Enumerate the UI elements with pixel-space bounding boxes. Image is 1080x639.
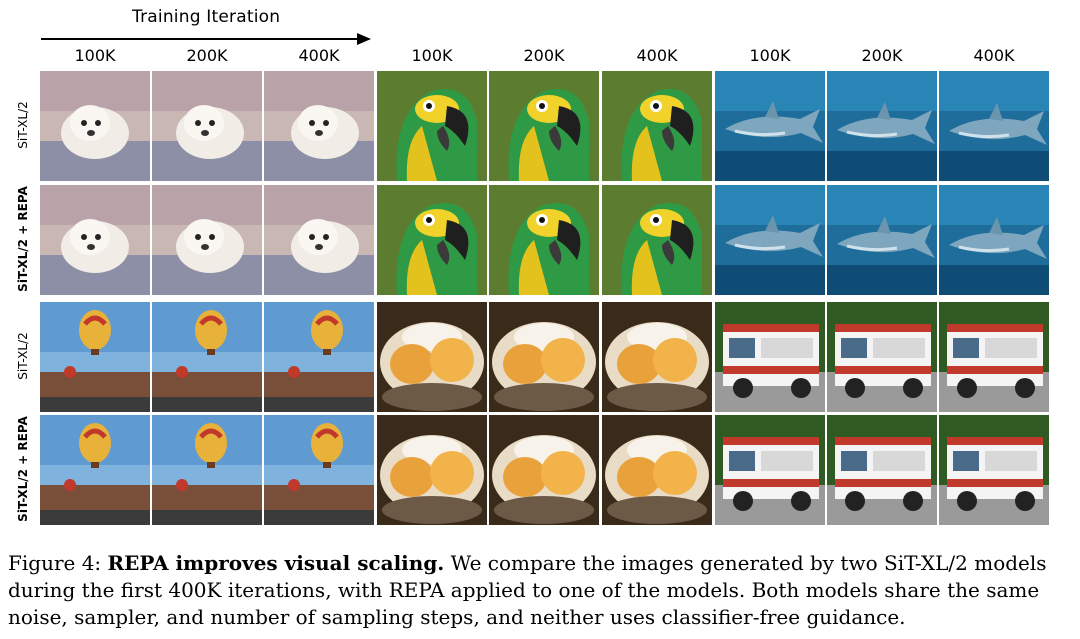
column-label: 200K (861, 46, 903, 65)
column-label: 400K (298, 46, 340, 65)
balloon-sample-image (264, 302, 374, 412)
balloon-sample-image (40, 302, 150, 412)
firetruck-sample-image (939, 302, 1049, 412)
column-label: 100K (74, 46, 116, 65)
dog-sample-image (40, 185, 150, 295)
column-label: 100K (411, 46, 453, 65)
firetruck-sample-image (939, 415, 1049, 525)
balloon-sample-image (264, 415, 374, 525)
food-sample-image (489, 302, 599, 412)
food-sample-image (377, 302, 487, 412)
firetruck-sample-image (715, 415, 825, 525)
shark-sample-image (939, 71, 1049, 181)
shark-sample-image (939, 185, 1049, 295)
column-label: 200K (523, 46, 565, 65)
firetruck-sample-image (827, 415, 937, 525)
shark-sample-image (827, 71, 937, 181)
parrot-sample-image (377, 185, 487, 295)
figure: Training Iteration 100K 200K 400K 100K 200K 4… (16, 7, 1049, 525)
firetruck-sample-image (827, 302, 937, 412)
firetruck-sample-image (715, 302, 825, 412)
column-label: 200K (186, 46, 228, 65)
food-sample-image (602, 302, 712, 412)
column-label: 100K (749, 46, 791, 65)
shark-sample-image (715, 71, 825, 181)
balloon-sample-image (152, 415, 262, 525)
axis-title: Training Iteration (132, 7, 281, 27)
parrot-sample-image (489, 71, 599, 181)
parrot-sample-image (489, 185, 599, 295)
parrot-sample-image (377, 71, 487, 181)
parrot-sample-image (602, 185, 712, 295)
figure-caption: Figure 4: REPA improves visual scaling. … (8, 550, 1072, 631)
column-label: 400K (973, 46, 1015, 65)
dog-sample-image (264, 185, 374, 295)
training-arrow-icon (41, 33, 371, 45)
food-sample-image (377, 415, 487, 525)
food-sample-image (602, 415, 712, 525)
shark-sample-image (715, 185, 825, 295)
dog-sample-image (152, 71, 262, 181)
dog-sample-image (40, 71, 150, 181)
balloon-sample-image (40, 415, 150, 525)
parrot-sample-image (602, 71, 712, 181)
caption-lead: REPA improves visual scaling. (107, 551, 445, 575)
food-sample-image (489, 415, 599, 525)
row-label: SiT-XL/2 + REPA (16, 416, 30, 522)
row-label: SiT-XL/2 (16, 101, 30, 149)
dog-sample-image (152, 185, 262, 295)
row-label: SiT-XL/2 + REPA (16, 186, 30, 292)
row-label: SiT-XL/2 (16, 332, 30, 380)
caption-body: We compare the images generated by two S… (8, 551, 1047, 629)
shark-sample-image (827, 185, 937, 295)
caption-prefix: Figure 4: (8, 551, 108, 575)
dog-sample-image (264, 71, 374, 181)
balloon-sample-image (152, 302, 262, 412)
column-label: 400K (636, 46, 678, 65)
